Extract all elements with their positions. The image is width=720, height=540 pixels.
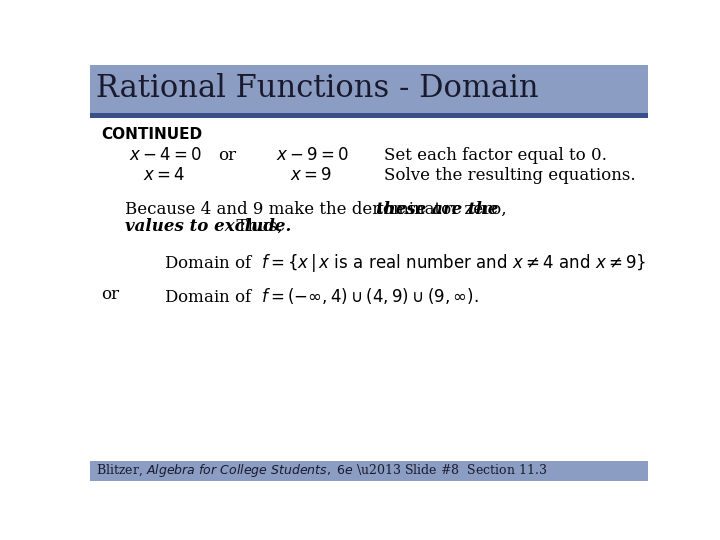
Text: $x-9=0$: $x-9=0$ — [276, 147, 349, 164]
Text: Solve the resulting equations.: Solve the resulting equations. — [384, 167, 636, 184]
Text: Thus,: Thus, — [225, 218, 282, 235]
Text: Because 4 and 9 make the denominator zero,: Because 4 and 9 make the denominator zer… — [125, 201, 512, 218]
Text: or: or — [218, 147, 236, 164]
Text: Blitzer, $\mathit{Algebra\ for\ College\ Students,\ 6e}$ \u2013 Slide #8  Sectio: Blitzer, $\mathit{Algebra\ for\ College\… — [96, 462, 547, 479]
Text: CONTINUED: CONTINUED — [101, 127, 202, 142]
Text: $x=9$: $x=9$ — [290, 167, 332, 184]
Text: Set each factor equal to 0.: Set each factor equal to 0. — [384, 147, 608, 164]
Bar — [90, 65, 648, 112]
Text: these are the: these are the — [376, 201, 498, 218]
Text: Domain of  $f = \{x\,|\,x\ \mathrm{is\ a\ real\ number\ and\ }x\neq 4\ \mathrm{a: Domain of $f = \{x\,|\,x\ \mathrm{is\ a\… — [163, 252, 645, 274]
Bar — [90, 112, 648, 118]
Text: Rational Functions - Domain: Rational Functions - Domain — [96, 73, 539, 104]
Text: Domain of  $f = (-\infty,4)\cup(4,9)\cup(9,\infty).$: Domain of $f = (-\infty,4)\cup(4,9)\cup(… — [163, 286, 478, 306]
Text: $x=4$: $x=4$ — [143, 167, 185, 184]
Bar — [90, 461, 648, 481]
Text: $x-4=0$: $x-4=0$ — [129, 147, 202, 164]
Text: or: or — [101, 286, 119, 303]
Text: values to exclude.: values to exclude. — [125, 218, 291, 235]
